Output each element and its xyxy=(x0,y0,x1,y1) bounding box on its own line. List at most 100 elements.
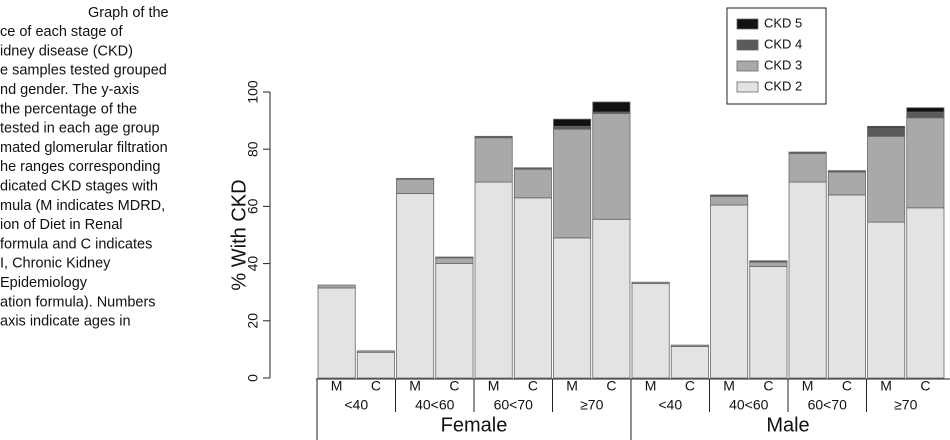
bar-segment xyxy=(592,218,631,379)
caption-line: e samples tested grouped xyxy=(0,63,167,79)
age-group-label: <40 xyxy=(658,397,682,413)
bar-segment xyxy=(513,167,552,170)
caption-line: the percentage of the xyxy=(0,101,137,117)
bar-segment xyxy=(592,101,631,113)
caption-line: mated glomerular filtration xyxy=(0,140,168,156)
bar-segment xyxy=(788,153,827,183)
legend-swatch xyxy=(736,18,759,30)
bar-segment xyxy=(435,263,474,379)
caption-line: mula (M indicates MDRD, xyxy=(0,198,165,214)
legend-label: CKD 2 xyxy=(764,78,802,93)
bar-segment xyxy=(749,260,788,263)
caption-line: nd gender. The y-axis xyxy=(0,82,139,98)
bar-segment xyxy=(710,194,749,197)
x-tick-label: C xyxy=(842,378,852,394)
legend-swatch xyxy=(736,39,759,51)
y-tick-label: 20 xyxy=(245,313,261,329)
bar-segment xyxy=(474,135,513,139)
bar-segment xyxy=(553,125,592,130)
legend-swatch xyxy=(736,60,759,72)
age-group-label: ≥70 xyxy=(894,397,917,413)
bar-segment xyxy=(906,107,945,113)
legend-swatch xyxy=(736,81,759,93)
caption-line: formula and C indicates xyxy=(0,236,152,252)
y-tick-label: 100 xyxy=(245,80,261,104)
bar-segment xyxy=(592,113,631,220)
caption-line: ion of Diet in Renal xyxy=(0,217,123,233)
bar-segment xyxy=(749,266,788,379)
bar-segment xyxy=(827,194,866,379)
bar-segment xyxy=(867,125,906,129)
caption-line: tested in each age group xyxy=(0,121,160,137)
bar-segment xyxy=(513,168,552,199)
y-tick-label: 0 xyxy=(245,374,261,382)
x-tick-label: C xyxy=(371,378,381,394)
bar-segment xyxy=(396,178,435,194)
caption-line: Graph of the xyxy=(88,5,169,21)
caption-line: he ranges corresponding xyxy=(0,159,160,175)
age-group-label: 40<60 xyxy=(729,397,769,413)
x-tick-label: M xyxy=(566,378,578,394)
bar-segment xyxy=(553,128,592,239)
y-axis-label: % With CKD xyxy=(228,179,250,290)
legend-label: CKD 3 xyxy=(764,57,802,72)
x-tick-label: M xyxy=(880,378,892,394)
bar-segment xyxy=(710,195,749,206)
age-group-label: <40 xyxy=(344,397,368,413)
bar-segment xyxy=(827,171,866,196)
y-tick-label: 60 xyxy=(245,198,261,214)
bar-segment xyxy=(317,287,356,379)
bar-segment xyxy=(867,221,906,379)
y-tick-label: 80 xyxy=(245,141,261,157)
x-tick-label: C xyxy=(606,378,616,394)
bar-segment xyxy=(553,118,592,127)
bar-segment xyxy=(906,117,945,209)
bar-segment xyxy=(710,204,749,379)
caption-line: dicated CKD stages with xyxy=(0,179,158,195)
caption-line: idney disease (CKD) xyxy=(0,43,133,59)
caption-line: Epidemiology xyxy=(0,275,88,291)
gender-label: Female xyxy=(441,414,508,436)
x-tick-label: M xyxy=(645,378,657,394)
x-tick-label: C xyxy=(685,378,695,394)
x-tick-label: M xyxy=(409,378,421,394)
x-tick-label: C xyxy=(528,378,538,394)
bar-segment xyxy=(788,151,827,154)
bar-segment xyxy=(513,197,552,379)
x-tick-label: M xyxy=(331,378,343,394)
caption-line: ation formula). Numbers xyxy=(0,294,156,310)
x-tick-label: M xyxy=(723,378,735,394)
bar-segment xyxy=(906,111,945,119)
bar-segment xyxy=(317,284,356,289)
bar-segment xyxy=(631,281,670,285)
x-tick-label: C xyxy=(763,378,773,394)
caption-line: ce of each stage of xyxy=(0,24,123,40)
bar-segment xyxy=(474,181,513,379)
bar-segment xyxy=(356,350,395,353)
x-tick-label: M xyxy=(802,378,814,394)
age-group-label: 40<60 xyxy=(415,397,455,413)
x-tick-label: C xyxy=(449,378,459,394)
bar-segment xyxy=(867,135,906,223)
bar-segment xyxy=(396,177,435,180)
age-group-label: 60<70 xyxy=(494,397,534,413)
y-tick-label: 40 xyxy=(245,256,261,272)
bar-segment xyxy=(867,127,906,137)
bar-segment xyxy=(435,257,474,265)
bar-segment xyxy=(906,207,945,379)
bar-segment xyxy=(553,237,592,379)
bar-segment xyxy=(749,261,788,267)
gender-label: Male xyxy=(766,414,809,436)
x-tick-label: C xyxy=(920,378,930,394)
bar-segment xyxy=(788,181,827,379)
age-group-label: 60<70 xyxy=(808,397,848,413)
x-tick-label: M xyxy=(488,378,500,394)
bar-segment xyxy=(474,137,513,183)
bar-segment xyxy=(435,256,474,259)
bar-segment xyxy=(670,346,709,379)
bar-segment xyxy=(396,193,435,379)
bar-segment xyxy=(631,283,670,379)
age-group-label: ≥70 xyxy=(580,397,603,413)
